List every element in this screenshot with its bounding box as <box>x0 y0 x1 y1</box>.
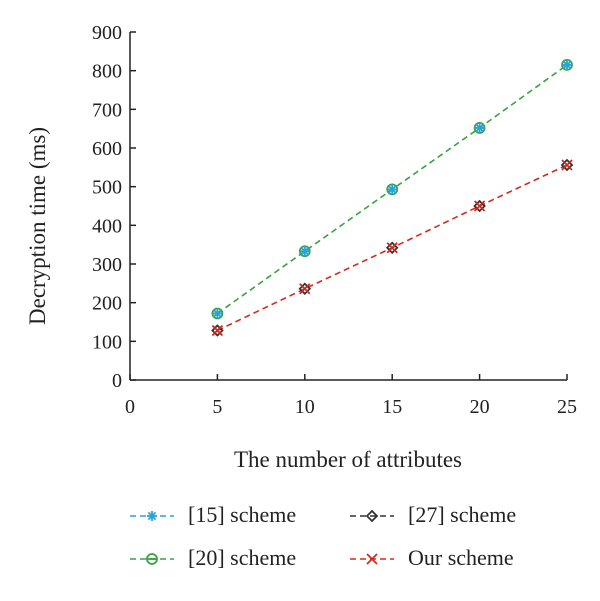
legend-item: [15] scheme <box>130 502 296 527</box>
legend-marker <box>366 553 378 565</box>
y-tick-label: 300 <box>92 254 122 276</box>
legend-item: [20] scheme <box>130 545 296 570</box>
data-point <box>211 324 224 337</box>
legend: [15] scheme [27] scheme [20] scheme Our sch… <box>130 502 516 570</box>
y-tick-label: 500 <box>92 177 122 199</box>
legend-marker <box>365 509 379 523</box>
y-tick-label: 800 <box>92 61 122 83</box>
legend-label: [20] scheme <box>188 545 296 570</box>
y-tick-label: 400 <box>92 215 122 237</box>
data-point <box>473 200 486 212</box>
legend-item: Our scheme <box>350 545 514 570</box>
y-tick-label: 0 <box>112 370 122 392</box>
y-tick-label: 600 <box>92 138 122 160</box>
x-tick-label: 10 <box>295 396 315 418</box>
data-point <box>474 122 485 133</box>
data-point <box>560 158 574 172</box>
legend-label: Our scheme <box>408 545 514 570</box>
legend-marker <box>147 511 157 521</box>
legend-label: [27] scheme <box>408 502 516 527</box>
y-tick-label: 200 <box>92 293 122 315</box>
x-tick-label: 5 <box>212 396 222 418</box>
y-axis-label: Decryption time (ms) <box>25 127 50 325</box>
data-point <box>387 184 398 195</box>
data-point <box>298 282 312 296</box>
plot-area <box>211 58 574 337</box>
data-point <box>562 59 572 70</box>
data-point <box>561 159 573 171</box>
axes: 0 100 200 300 400 500 600 700 800 900 0 5 10 15 20 25 <box>92 22 577 418</box>
legend-item: [27] scheme <box>350 502 516 527</box>
x-axis-label: The number of attributes <box>234 447 462 472</box>
data-point <box>473 199 486 213</box>
x-tick-label: 15 <box>382 396 402 418</box>
x-tick-label: 25 <box>557 396 577 418</box>
data-point <box>385 241 399 255</box>
x-tick-label: 20 <box>470 396 490 418</box>
x-tick-label: 0 <box>125 396 135 418</box>
data-point <box>386 242 398 254</box>
data-point <box>299 246 310 257</box>
y-tick-label: 900 <box>92 22 122 44</box>
y-tick-label: 100 <box>92 331 122 353</box>
data-point <box>211 324 224 337</box>
legend-marker <box>146 553 158 565</box>
y-tick-label: 700 <box>92 99 122 121</box>
data-point <box>212 308 223 319</box>
data-point <box>299 283 311 295</box>
legend-label: [15] scheme <box>188 502 296 527</box>
